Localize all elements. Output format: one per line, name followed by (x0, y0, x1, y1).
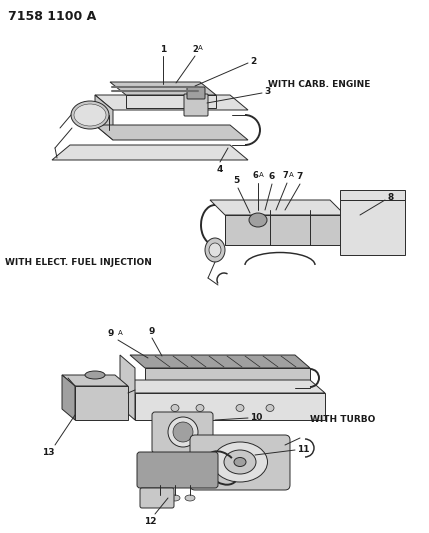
Ellipse shape (249, 213, 267, 227)
Text: 7158 1100 A: 7158 1100 A (8, 10, 96, 23)
Polygon shape (340, 200, 405, 255)
Ellipse shape (171, 405, 179, 411)
Text: WITH ELECT. FUEL INJECTION: WITH ELECT. FUEL INJECTION (5, 258, 152, 267)
Ellipse shape (205, 238, 225, 262)
Polygon shape (130, 355, 310, 368)
Polygon shape (135, 393, 325, 420)
Text: 8: 8 (387, 193, 393, 203)
Text: 1: 1 (160, 45, 166, 54)
Polygon shape (145, 368, 310, 385)
Polygon shape (126, 95, 216, 108)
Text: 11: 11 (297, 445, 309, 454)
FancyBboxPatch shape (187, 87, 205, 99)
Ellipse shape (234, 457, 246, 466)
Text: 4: 4 (217, 165, 223, 174)
Text: 10: 10 (250, 414, 263, 423)
Ellipse shape (212, 442, 268, 482)
Polygon shape (52, 145, 248, 160)
Text: 6: 6 (269, 172, 275, 181)
Text: WITH TURBO: WITH TURBO (310, 415, 375, 424)
FancyBboxPatch shape (137, 452, 218, 488)
Ellipse shape (168, 417, 198, 447)
Polygon shape (120, 355, 135, 420)
Polygon shape (95, 95, 113, 140)
Text: 7: 7 (282, 171, 288, 180)
FancyBboxPatch shape (152, 412, 213, 453)
Ellipse shape (155, 495, 165, 501)
Ellipse shape (224, 450, 256, 474)
Ellipse shape (71, 101, 109, 129)
Text: 13: 13 (42, 448, 54, 457)
Ellipse shape (266, 405, 274, 411)
Polygon shape (210, 200, 345, 215)
Ellipse shape (196, 405, 204, 411)
Polygon shape (225, 215, 345, 245)
Text: 12: 12 (144, 517, 156, 526)
FancyBboxPatch shape (184, 94, 208, 116)
Ellipse shape (173, 422, 193, 442)
FancyBboxPatch shape (140, 488, 174, 508)
Polygon shape (95, 125, 248, 140)
Text: A: A (289, 172, 293, 178)
Polygon shape (62, 375, 128, 386)
Text: 9: 9 (149, 327, 155, 336)
Ellipse shape (209, 243, 221, 257)
Text: 7: 7 (297, 172, 303, 181)
Ellipse shape (74, 104, 106, 126)
Ellipse shape (85, 371, 105, 379)
Text: 2: 2 (192, 45, 198, 54)
Polygon shape (75, 386, 128, 420)
Text: A: A (259, 172, 263, 178)
Ellipse shape (236, 405, 244, 411)
Text: 2: 2 (250, 58, 256, 67)
FancyBboxPatch shape (190, 435, 290, 490)
Polygon shape (62, 375, 75, 420)
Polygon shape (340, 190, 405, 200)
Text: 3: 3 (264, 87, 270, 96)
Polygon shape (120, 380, 325, 393)
Text: A: A (198, 45, 202, 51)
Polygon shape (110, 82, 216, 95)
Ellipse shape (170, 495, 180, 501)
Ellipse shape (185, 495, 195, 501)
Polygon shape (95, 95, 248, 110)
Text: A: A (118, 330, 123, 336)
Text: 5: 5 (233, 176, 239, 185)
Text: WITH CARB. ENGINE: WITH CARB. ENGINE (268, 80, 370, 89)
Text: 6: 6 (252, 171, 258, 180)
Text: 9: 9 (108, 329, 114, 338)
